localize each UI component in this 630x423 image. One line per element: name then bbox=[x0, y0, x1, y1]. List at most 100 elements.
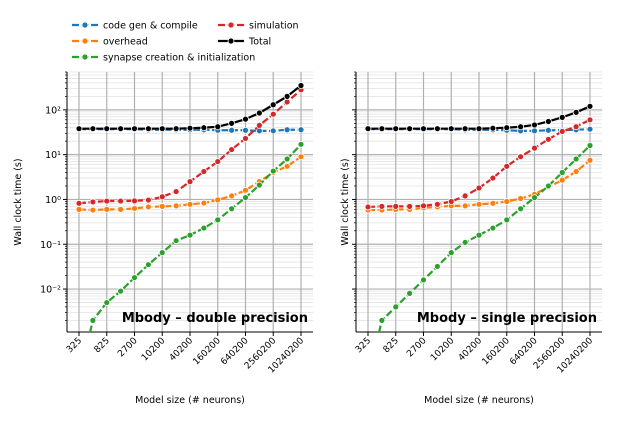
data-point-overhead bbox=[489, 199, 497, 207]
data-point-simulation bbox=[186, 178, 194, 186]
data-point-code_gen bbox=[228, 126, 236, 134]
legend-entry-code_gen: code gen & compile bbox=[72, 21, 198, 32]
data-point-synapse bbox=[131, 274, 138, 282]
data-point-total bbox=[214, 123, 222, 131]
data-point-total bbox=[158, 125, 166, 133]
data-point-simulation bbox=[269, 110, 277, 118]
data-point-synapse bbox=[255, 181, 263, 189]
x-tick-label: 160200 bbox=[192, 336, 224, 368]
legend-label: code gen & compile bbox=[103, 21, 198, 32]
legend-entry-overhead: overhead bbox=[72, 37, 148, 48]
data-point-synapse bbox=[531, 194, 538, 202]
y-tick-label: 10⁻² bbox=[40, 285, 61, 296]
data-point-total bbox=[503, 124, 511, 132]
data-point-overhead bbox=[461, 202, 469, 210]
data-point-overhead bbox=[586, 156, 594, 164]
data-point-simulation bbox=[531, 144, 538, 152]
data-point-code_gen bbox=[531, 127, 538, 135]
legend-entry-simulation: simulation bbox=[218, 21, 299, 32]
data-point-simulation bbox=[364, 203, 372, 211]
data-point-simulation bbox=[103, 197, 111, 205]
data-point-total bbox=[475, 125, 483, 133]
data-point-simulation bbox=[392, 202, 400, 210]
data-point-simulation bbox=[461, 192, 469, 200]
data-point-synapse bbox=[406, 289, 414, 297]
legend-swatch-marker bbox=[81, 21, 89, 29]
y-tick-label: 10⁰ bbox=[45, 195, 61, 206]
x-tick-label: 825 bbox=[93, 336, 112, 355]
data-point-overhead bbox=[572, 168, 580, 175]
data-point-overhead bbox=[158, 202, 166, 210]
data-point-total bbox=[558, 113, 566, 121]
x-tick-label: 40200 bbox=[168, 336, 196, 364]
data-point-overhead bbox=[186, 200, 194, 208]
data-point-overhead bbox=[75, 205, 83, 213]
legend-swatch-marker bbox=[81, 37, 89, 45]
data-point-simulation bbox=[475, 184, 483, 192]
data-point-overhead bbox=[228, 192, 236, 200]
data-point-overhead bbox=[89, 206, 97, 214]
x-axis-label: Model size (# neurons) bbox=[135, 395, 245, 406]
x-tick-label: 825 bbox=[382, 336, 401, 355]
data-point-total bbox=[378, 125, 386, 133]
data-point-simulation bbox=[586, 116, 594, 124]
data-point-overhead bbox=[297, 153, 305, 161]
data-point-simulation bbox=[558, 128, 566, 135]
data-point-code_gen bbox=[586, 125, 594, 133]
data-point-synapse bbox=[242, 194, 249, 202]
legend: code gen & compile overhead synapse creati… bbox=[72, 21, 299, 64]
data-point-simulation bbox=[378, 202, 386, 210]
data-point-total bbox=[172, 125, 180, 133]
data-point-synapse bbox=[420, 276, 427, 284]
data-point-simulation bbox=[283, 98, 291, 106]
data-point-total bbox=[89, 125, 97, 133]
data-point-simulation bbox=[572, 123, 580, 131]
data-point-synapse bbox=[558, 169, 566, 176]
data-point-overhead bbox=[172, 202, 180, 210]
data-point-simulation bbox=[420, 202, 427, 210]
data-point-synapse bbox=[544, 182, 552, 190]
data-point-simulation bbox=[517, 153, 525, 161]
data-point-synapse bbox=[117, 287, 125, 295]
data-point-synapse bbox=[447, 249, 455, 257]
data-point-total bbox=[364, 125, 372, 133]
data-point-overhead bbox=[144, 203, 152, 211]
data-point-total bbox=[517, 123, 525, 131]
y-axis-label: Wall clock time (s) bbox=[13, 158, 24, 245]
legend-label: overhead bbox=[103, 37, 148, 48]
data-point-simulation bbox=[158, 193, 166, 201]
series-line-synapse bbox=[377, 144, 591, 332]
data-point-total bbox=[531, 121, 538, 129]
data-point-simulation bbox=[117, 197, 125, 205]
data-point-synapse bbox=[475, 231, 483, 239]
data-point-total bbox=[544, 118, 552, 125]
data-point-simulation bbox=[214, 158, 222, 165]
data-point-total bbox=[586, 102, 594, 110]
data-point-total bbox=[144, 125, 152, 133]
data-point-synapse bbox=[103, 299, 111, 306]
x-tick-label: 10200 bbox=[140, 336, 168, 364]
panel-title: Mbody – double precision bbox=[122, 311, 308, 326]
data-point-simulation bbox=[89, 198, 97, 206]
data-point-total bbox=[242, 115, 249, 123]
data-point-code_gen bbox=[242, 126, 249, 134]
data-point-overhead bbox=[117, 205, 125, 213]
data-point-simulation bbox=[544, 135, 552, 143]
data-point-synapse bbox=[378, 316, 386, 324]
legend-swatch-marker bbox=[227, 21, 235, 29]
x-tick-label: 160200 bbox=[481, 336, 513, 368]
data-point-total bbox=[283, 92, 291, 100]
data-point-synapse bbox=[186, 231, 194, 239]
data-point-simulation bbox=[447, 198, 455, 205]
data-point-total bbox=[269, 101, 277, 109]
data-point-total bbox=[433, 125, 441, 133]
data-point-total bbox=[228, 119, 236, 127]
data-point-total bbox=[103, 125, 111, 133]
data-point-synapse bbox=[172, 237, 180, 245]
data-point-total bbox=[572, 108, 580, 116]
x-tick-label: 10200 bbox=[429, 336, 457, 364]
data-point-code_gen bbox=[283, 126, 291, 134]
data-point-synapse bbox=[586, 142, 594, 149]
